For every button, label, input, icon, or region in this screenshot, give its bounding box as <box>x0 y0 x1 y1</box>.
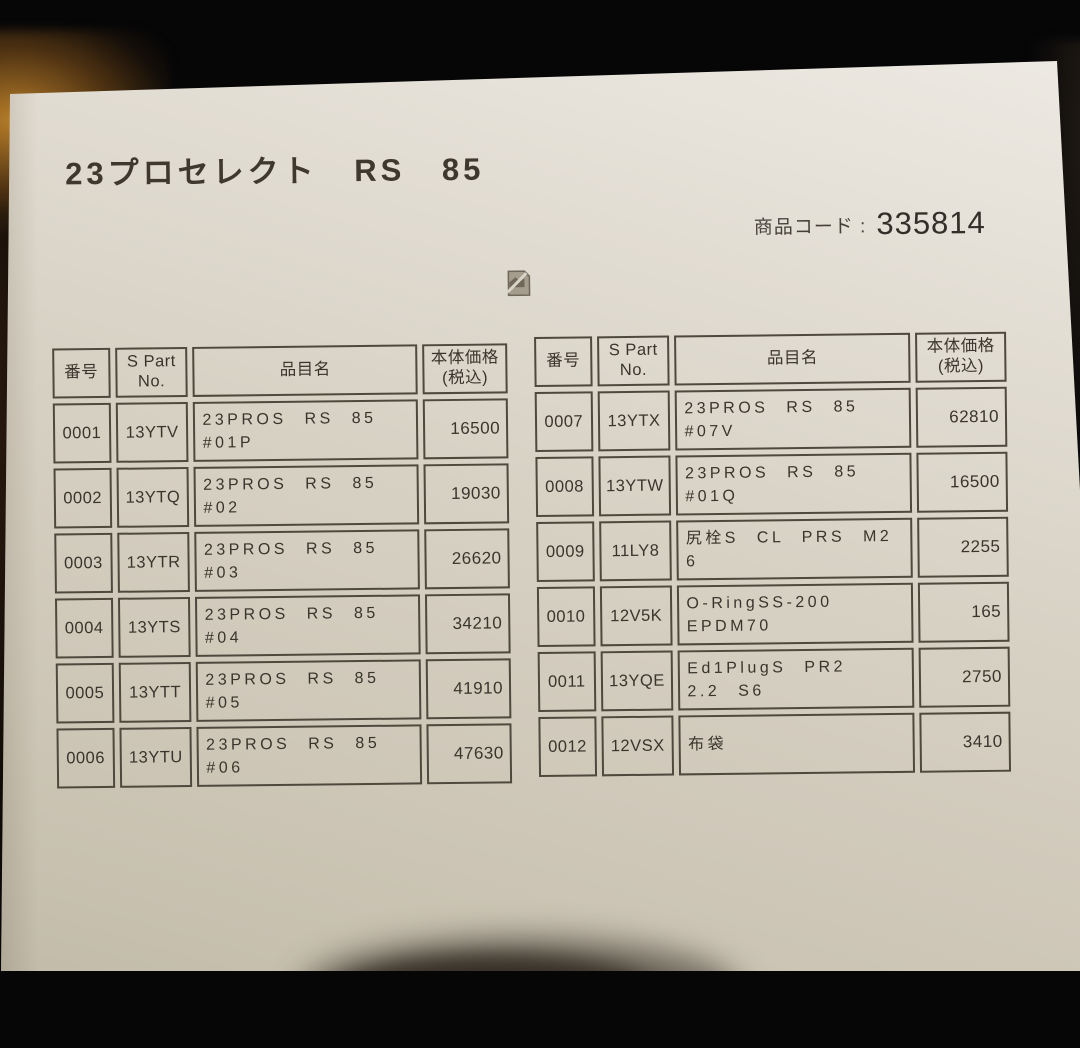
table-row: 0012 12VSX 布袋 3410 <box>538 711 1012 778</box>
table-row: 0008 13YTW 23PROS RS 85 #01Q 16500 <box>535 451 1009 518</box>
cell-price: 3410 <box>919 711 1012 773</box>
broken-image-icon <box>506 270 531 297</box>
cell-price: 2255 <box>917 516 1009 578</box>
header-price: 本体価格 (税込) <box>422 343 508 395</box>
cell-number: 0002 <box>53 467 112 529</box>
cell-number: 0011 <box>537 651 596 713</box>
cell-price: 34210 <box>424 593 511 655</box>
cell-number: 0007 <box>534 391 593 453</box>
cell-item-name: 23PROS RS 85 #01Q <box>675 452 913 516</box>
cell-price: 16500 <box>916 451 1009 513</box>
cell-number: 0009 <box>536 521 595 583</box>
cell-price: 2750 <box>918 646 1011 708</box>
cell-price: 62810 <box>915 386 1008 448</box>
table-row: 0009 11LY8 尻栓S CL PRS M2 6 2255 <box>536 516 1009 583</box>
cell-item-name: 23PROS RS 85 #03 <box>194 529 420 592</box>
cell-part-no: 13YTV <box>115 401 189 463</box>
cell-item-name: 尻栓S CL PRS M2 6 <box>676 517 913 581</box>
document-title: 23プロセレクト RS 85 <box>64 151 485 192</box>
document-content: 23プロセレクト RS 85 商品コード : 335814 番号 S Part … <box>47 151 1016 793</box>
cell-part-no: 11LY8 <box>598 520 673 582</box>
cell-number: 0005 <box>55 662 115 724</box>
header-price: 本体価格 (税込) <box>915 331 1007 383</box>
cell-item-name: O-RingSS-200 EPDM70 <box>677 582 914 646</box>
header-item-name: 品目名 <box>674 332 911 386</box>
table-row: 0003 13YTR 23PROS RS 85 #03 26620 <box>54 528 510 594</box>
table-row: 0004 13YTS 23PROS RS 85 #04 34210 <box>54 593 511 659</box>
header-no: 番号 <box>534 336 593 388</box>
cell-part-no: 13YTS <box>117 596 192 658</box>
cell-item-name: 23PROS RS 85 #06 <box>196 724 423 787</box>
cell-item-name: 23PROS RS 85 #01P <box>193 399 419 462</box>
header-part-no: S Part No. <box>114 346 189 398</box>
product-code-label: 商品コード : <box>753 215 867 239</box>
table-row: 0002 13YTQ 23PROS RS 85 #02 19030 <box>53 463 510 529</box>
parts-table-right: 番号 S Part No. 品目名 本体価格 (税込) 0007 13YTX 23P… <box>529 327 1016 782</box>
table-row: 0007 13YTX 23PROS RS 85 #07V 62810 <box>534 386 1008 453</box>
table-row: 0001 13YTV 23PROS RS 85 #01P 16500 <box>52 398 509 464</box>
table-row: 0005 13YTT 23PROS RS 85 #05 41910 <box>55 658 512 724</box>
cell-item-name: 23PROS RS 85 #05 <box>196 659 422 722</box>
cell-number: 0008 <box>535 456 594 518</box>
table-row: 0011 13YQE Ed1PlugS PR2 2.2 S6 2750 <box>537 646 1011 713</box>
header-row: 番号 S Part No. 品目名 本体価格 (税込) <box>534 331 1007 388</box>
product-code-line: 商品コード : 335814 <box>754 205 986 244</box>
cell-part-no: 13YTU <box>119 726 193 788</box>
cell-price: 26620 <box>424 528 510 590</box>
cell-price: 165 <box>917 581 1010 643</box>
cell-part-no: 13YTT <box>118 661 192 723</box>
cell-item-name: 23PROS RS 85 #04 <box>195 594 421 657</box>
cell-price: 19030 <box>423 463 510 525</box>
cell-item-name: 23PROS RS 85 #07V <box>675 387 912 451</box>
cell-part-no: 13YTW <box>598 455 672 517</box>
cell-item-name: 布袋 <box>678 712 915 776</box>
cell-part-no: 13YQE <box>600 650 674 712</box>
paper-sheet: 23プロセレクト RS 85 商品コード : 335814 番号 S Part … <box>1 61 1080 971</box>
cell-number: 0006 <box>56 727 115 789</box>
cell-part-no: 12VSX <box>600 715 675 777</box>
cell-price: 41910 <box>425 658 512 720</box>
table-row: 0010 12V5K O-RingSS-200 EPDM70 165 <box>536 581 1010 648</box>
cell-number: 0001 <box>52 402 112 464</box>
cell-item-name: Ed1PlugS PR2 2.2 S6 <box>678 647 915 711</box>
cell-part-no: 13YTX <box>597 390 671 452</box>
header-row: 番号 S Part No. 品目名 本体価格 (税込) <box>52 343 508 399</box>
header-item-name: 品目名 <box>192 344 418 397</box>
cell-number: 0010 <box>536 586 596 648</box>
cell-price: 47630 <box>426 723 513 785</box>
cell-item-name: 23PROS RS 85 #02 <box>193 464 420 527</box>
cell-number: 0012 <box>538 716 597 778</box>
cell-price: 16500 <box>422 398 509 460</box>
cell-part-no: 12V5K <box>599 585 673 647</box>
product-code-value: 335814 <box>876 204 986 242</box>
header-part-no: S Part No. <box>596 335 671 387</box>
cell-part-no: 13YTQ <box>116 466 190 528</box>
table-row: 0006 13YTU 23PROS RS 85 #06 47630 <box>56 723 513 789</box>
header-no: 番号 <box>52 347 111 399</box>
parts-table-left: 番号 S Part No. 品目名 本体価格 (税込) 0001 13YTV 23P… <box>47 338 517 793</box>
cell-number: 0004 <box>54 597 114 659</box>
cell-number: 0003 <box>54 532 113 594</box>
cell-part-no: 13YTR <box>116 531 191 593</box>
